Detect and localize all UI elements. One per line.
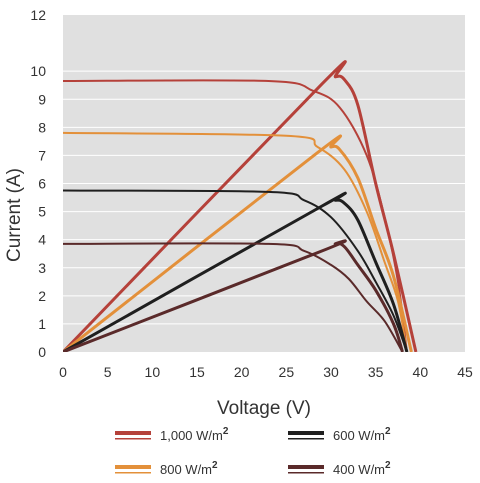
y-tick-label: 9 bbox=[38, 91, 46, 107]
x-tick-label: 40 bbox=[413, 364, 429, 380]
current-curve-3 bbox=[63, 242, 404, 352]
current-curve-1 bbox=[63, 131, 408, 352]
y-tick-label: 3 bbox=[38, 260, 46, 276]
x-tick-label: 45 bbox=[457, 364, 473, 380]
x-tick-label: 0 bbox=[59, 364, 67, 380]
y-tick-label: 0 bbox=[38, 344, 46, 360]
legend-swatch-thick bbox=[288, 465, 324, 469]
y-tick-label: 12 bbox=[30, 7, 46, 23]
y-tick-label: 8 bbox=[38, 119, 46, 135]
y-tick-label: 6 bbox=[38, 176, 46, 192]
x-tick-label: 10 bbox=[145, 364, 161, 380]
y-tick-label: 5 bbox=[38, 204, 46, 220]
x-tick-label: 35 bbox=[368, 364, 384, 380]
x-tick-label: 15 bbox=[189, 364, 205, 380]
legend-label-1: 800 W/m2 bbox=[160, 460, 218, 477]
y-tick-label: 7 bbox=[38, 147, 46, 163]
current-curve-2 bbox=[63, 189, 408, 352]
y-tick-label: 4 bbox=[38, 232, 46, 248]
series-layer bbox=[63, 60, 418, 352]
legend-swatch-thin bbox=[288, 438, 324, 440]
power-curve-3 bbox=[63, 239, 404, 352]
x-tick-labels: 0 5 10 15 20 25 30 35 40 45 bbox=[59, 364, 473, 380]
legend-label-3: 400 W/m2 bbox=[333, 460, 391, 477]
x-tick-label: 25 bbox=[279, 364, 295, 380]
legend: 1,000 W/m2 600 W/m2 800 W/m2 400 W/m2 bbox=[115, 426, 391, 477]
y-tick-label: 1 bbox=[38, 316, 46, 332]
legend-swatch-thin bbox=[115, 472, 151, 474]
legend-swatch-thick bbox=[288, 431, 324, 435]
legend-label-2: 600 W/m2 bbox=[333, 426, 391, 443]
x-tick-label: 20 bbox=[234, 364, 250, 380]
legend-swatch-thin bbox=[115, 438, 151, 440]
y-tick-label: 2 bbox=[38, 288, 46, 304]
legend-swatch-thick bbox=[115, 431, 151, 435]
power-curve-1 bbox=[63, 134, 413, 352]
power-curve-0 bbox=[63, 60, 418, 352]
legend-swatch-thin bbox=[288, 472, 324, 474]
y-tick-label: 10 bbox=[30, 63, 46, 79]
x-tick-label: 30 bbox=[323, 364, 339, 380]
legend-swatch-thick bbox=[115, 465, 151, 469]
legend-label-0: 1,000 W/m2 bbox=[160, 426, 229, 443]
x-tick-label: 5 bbox=[104, 364, 112, 380]
y-axis-title: Current (A) bbox=[4, 168, 25, 262]
x-axis-title: Voltage (V) bbox=[217, 398, 311, 419]
gridlines bbox=[63, 70, 465, 325]
